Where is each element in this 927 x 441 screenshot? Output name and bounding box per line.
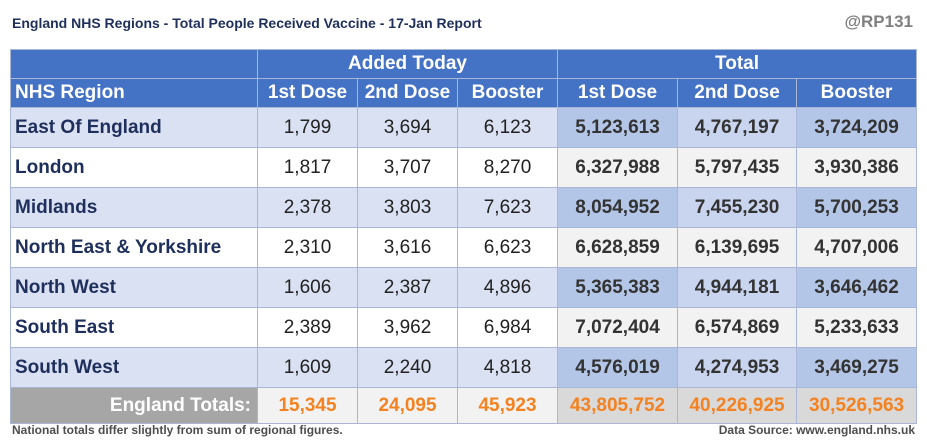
region-name: South East (10, 307, 258, 348)
added-booster-cell: 6,123 (456, 107, 559, 148)
total-1st-cell: 4,576,019 (557, 347, 679, 388)
added-2nd-cell: 3,707 (357, 147, 458, 188)
totals-total-1st: 43,805,752 (557, 387, 679, 424)
added-booster-cell: 6,623 (456, 227, 559, 268)
added-1st-cell: 2,310 (257, 227, 358, 268)
total-1st-cell: 6,628,859 (557, 227, 679, 268)
added-2nd-cell: 3,694 (357, 107, 458, 148)
total-booster-cell: 3,469,275 (796, 347, 918, 388)
table-row: North East & Yorkshire 2,310 3,616 6,623… (10, 227, 918, 268)
table-row: Midlands 2,378 3,803 7,623 8,054,952 7,4… (10, 187, 918, 228)
total-2nd-cell: 6,139,695 (677, 227, 798, 268)
report-header: England NHS Regions - Total People Recei… (0, 0, 927, 46)
table-row: North West 1,606 2,387 4,896 5,365,383 4… (10, 267, 918, 308)
total-booster-cell: 3,930,386 (796, 147, 918, 188)
column-header-added-2nd: 2nd Dose (357, 78, 458, 108)
column-header-added-1st: 1st Dose (257, 78, 358, 108)
total-booster-cell: 4,707,006 (796, 227, 918, 268)
added-1st-cell: 2,389 (257, 307, 358, 348)
region-name: Midlands (10, 187, 258, 228)
total-2nd-cell: 5,797,435 (677, 147, 798, 188)
added-1st-cell: 1,609 (257, 347, 358, 388)
vaccine-table: Added Today Total NHS Region 1st Dose 2n… (10, 49, 918, 424)
added-2nd-cell: 3,962 (357, 307, 458, 348)
added-2nd-cell: 3,616 (357, 227, 458, 268)
totals-total-booster: 30,526,563 (796, 387, 918, 424)
author-handle: @RP131 (844, 12, 913, 31)
column-header-added-booster: Booster (456, 78, 559, 108)
data-source: Data Source: www.england.nhs.uk (718, 423, 915, 437)
group-header-row: Added Today Total (10, 49, 918, 79)
added-1st-cell: 2,378 (257, 187, 358, 228)
column-header-total-booster: Booster (796, 78, 918, 108)
totals-added-1st: 15,345 (257, 387, 358, 424)
total-1st-cell: 5,365,383 (557, 267, 679, 308)
total-1st-cell: 6,327,988 (557, 147, 679, 188)
total-1st-cell: 7,072,404 (557, 307, 679, 348)
totals-row: England Totals: 15,345 24,095 45,923 43,… (10, 387, 918, 424)
added-booster-cell: 8,270 (456, 147, 559, 188)
report-title: England NHS Regions - Total People Recei… (12, 15, 482, 31)
added-2nd-cell: 2,387 (357, 267, 458, 308)
total-booster-cell: 3,646,462 (796, 267, 918, 308)
added-1st-cell: 1,799 (257, 107, 358, 148)
totals-total-2nd: 40,226,925 (677, 387, 798, 424)
region-name: North East & Yorkshire (10, 227, 258, 268)
region-name: London (10, 147, 258, 188)
region-name: South West (10, 347, 258, 388)
total-booster-cell: 3,724,209 (796, 107, 918, 148)
region-name: East Of England (10, 107, 258, 148)
table-row: East Of England 1,799 3,694 6,123 5,123,… (10, 107, 918, 148)
added-booster-cell: 4,818 (456, 347, 559, 388)
added-1st-cell: 1,606 (257, 267, 358, 308)
column-header-total-1st: 1st Dose (557, 78, 679, 108)
table-row: South East 2,389 3,962 6,984 7,072,404 6… (10, 307, 918, 348)
region-name: North West (10, 267, 258, 308)
column-header-row: NHS Region 1st Dose 2nd Dose Booster 1st… (10, 78, 918, 108)
total-booster-cell: 5,233,633 (796, 307, 918, 348)
total-header: Total (557, 49, 918, 79)
footnote: National totals differ slightly from sum… (12, 423, 343, 437)
added-2nd-cell: 3,803 (357, 187, 458, 228)
table-row: London 1,817 3,707 8,270 6,327,988 5,797… (10, 147, 918, 188)
added-booster-cell: 4,896 (456, 267, 559, 308)
column-header-region: NHS Region (10, 78, 258, 108)
total-2nd-cell: 4,944,181 (677, 267, 798, 308)
column-header-total-2nd: 2nd Dose (677, 78, 798, 108)
total-booster-cell: 5,700,253 (796, 187, 918, 228)
total-2nd-cell: 7,455,230 (677, 187, 798, 228)
added-2nd-cell: 2,240 (357, 347, 458, 388)
total-2nd-cell: 6,574,869 (677, 307, 798, 348)
blank-header-cell (10, 49, 258, 79)
total-2nd-cell: 4,274,953 (677, 347, 798, 388)
added-today-header: Added Today (256, 49, 559, 79)
total-2nd-cell: 4,767,197 (677, 107, 798, 148)
table-row: South West 1,609 2,240 4,818 4,576,019 4… (10, 347, 918, 388)
totals-added-2nd: 24,095 (357, 387, 458, 424)
added-booster-cell: 6,984 (456, 307, 559, 348)
total-1st-cell: 5,123,613 (557, 107, 679, 148)
totals-label: England Totals: (10, 387, 258, 424)
added-booster-cell: 7,623 (456, 187, 559, 228)
totals-added-booster: 45,923 (456, 387, 559, 424)
added-1st-cell: 1,817 (257, 147, 358, 188)
total-1st-cell: 8,054,952 (557, 187, 679, 228)
